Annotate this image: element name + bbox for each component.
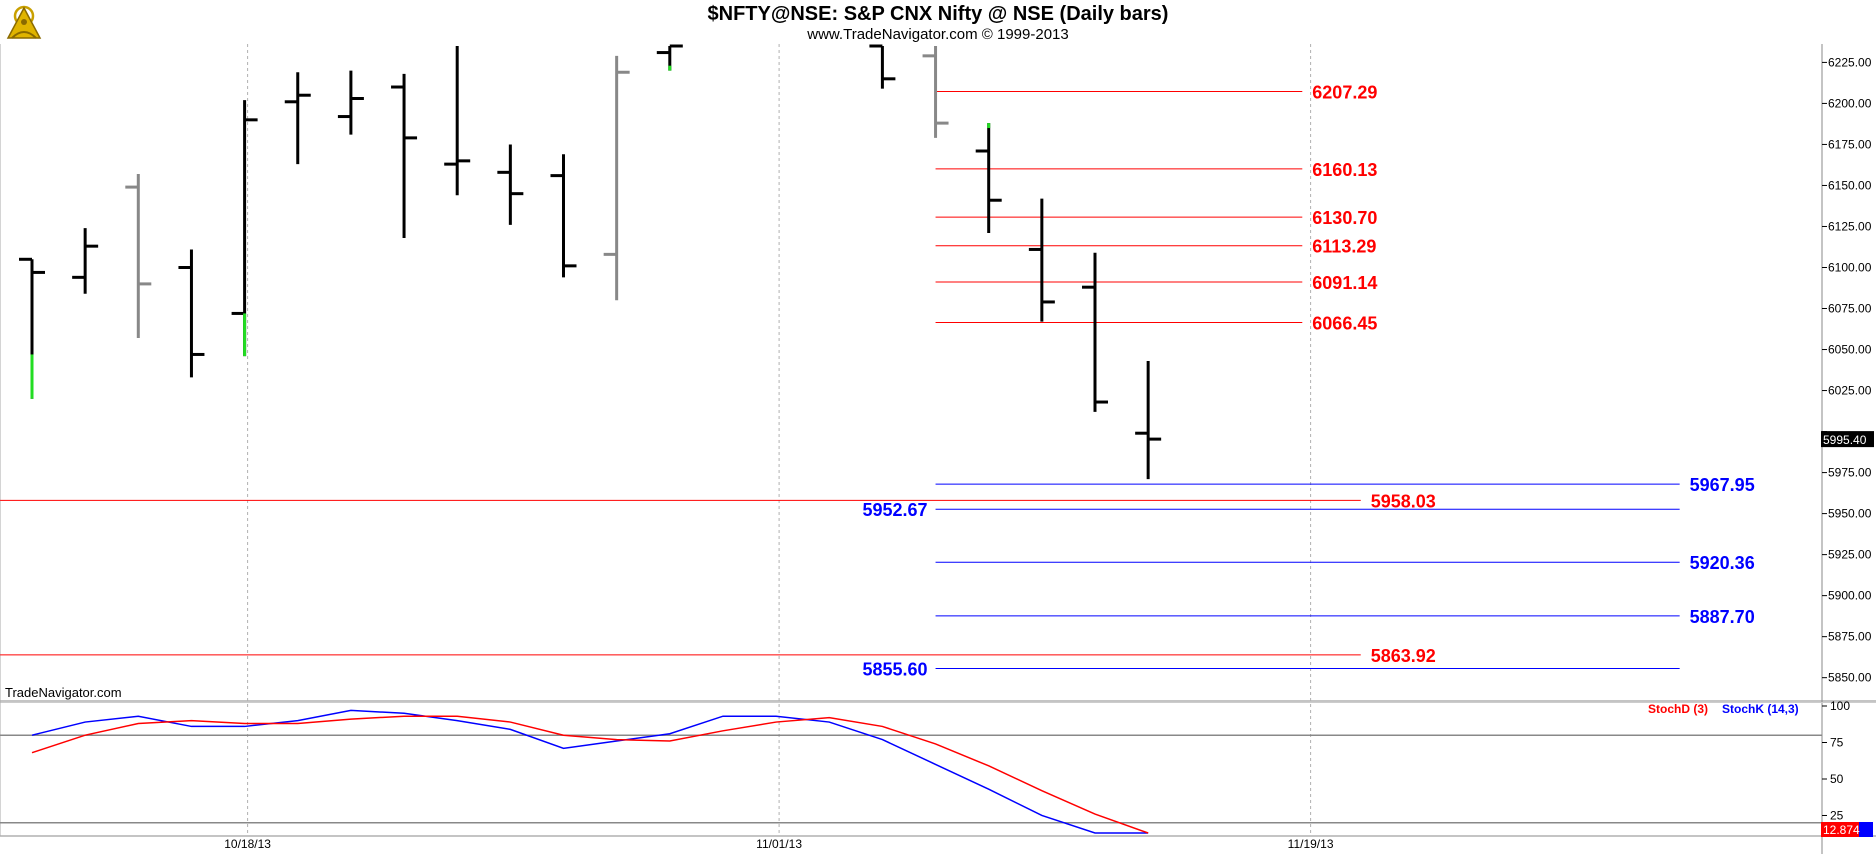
stoch-series-line — [31, 715, 1149, 834]
ohlc-bar — [284, 72, 311, 165]
level-label: 6113.29 — [1312, 237, 1376, 257]
level-label: 6160.13 — [1312, 160, 1377, 180]
stoch-last-value-box — [1821, 822, 1861, 837]
ohlc-bar — [1135, 361, 1162, 480]
price-tick-label: 6225.00 — [1828, 55, 1872, 69]
stoch-tick-label: 25 — [1830, 808, 1844, 822]
ohlc-bar — [497, 144, 524, 225]
price-tick-label: 5875.00 — [1828, 630, 1872, 644]
ohlc-bar — [869, 44, 896, 89]
level-label: 5863.92 — [1371, 646, 1436, 666]
grid-lines — [0, 44, 1876, 854]
last-price-label: 5995.40 — [1823, 433, 1867, 447]
chart-title: $NFTY@NSE: S&P CNX Nifty @ NSE (Daily ba… — [707, 3, 1169, 25]
price-tick-label: 5850.00 — [1828, 671, 1872, 685]
ohlc-bar — [550, 154, 577, 278]
stoch-legend-entry: StochK (14,3) — [1722, 702, 1799, 716]
level-label: 5887.70 — [1690, 607, 1755, 627]
price-tick-label: 6200.00 — [1828, 96, 1872, 110]
sextant-logo-icon — [6, 5, 42, 39]
level-label: 6066.45 — [1312, 314, 1377, 334]
stoch-tick-label: 50 — [1830, 772, 1844, 786]
level-label: 5958.03 — [1371, 491, 1436, 511]
level-label: 6130.70 — [1312, 208, 1377, 228]
ohlc-bar — [178, 249, 205, 378]
stoch-legend-entry: StochD (3) — [1648, 702, 1708, 716]
price-tick-label: 6050.00 — [1828, 343, 1872, 357]
level-label: 5920.36 — [1690, 553, 1755, 573]
level-label: 5967.95 — [1690, 475, 1755, 495]
ohlc-bar — [922, 46, 949, 138]
date-tick-label: 10/18/13 — [224, 837, 271, 851]
ohlc-bar — [19, 257, 45, 399]
chart-subtitle: www.TradeNavigator.com © 1999-2013 — [807, 26, 1069, 43]
level-label: 5855.60 — [862, 659, 927, 679]
stochastic-panel: 25 50 75 100 StochD (3) StochK (14,3) 12.874 — [0, 699, 1873, 837]
level-label: 6091.14 — [1312, 273, 1377, 293]
stoch-last-value-box-blue — [1859, 822, 1873, 837]
ohlc-bar — [337, 70, 364, 135]
date-axis: 10/18/13 11/01/13 11/19/13 — [224, 837, 1334, 851]
ohlc-bar — [125, 173, 152, 339]
ohlc-bar — [231, 100, 258, 357]
level-label: 5952.67 — [862, 500, 927, 520]
price-tick-label: 5950.00 — [1828, 507, 1872, 521]
price-tick-label: 6125.00 — [1828, 219, 1872, 233]
price-tick-label: 6025.00 — [1828, 384, 1872, 398]
stoch-series-line — [31, 709, 1149, 834]
ohlc-bar — [72, 228, 99, 294]
stoch-last-value-label: 12.874 — [1823, 823, 1860, 837]
level-lines: 6207.29 6160.13 6130.70 6113.29 6091.14 6066.… — [0, 82, 1755, 679]
ohlc-bar — [391, 73, 418, 238]
price-tick-label: 6100.00 — [1828, 260, 1872, 274]
last-price-box — [1821, 431, 1874, 448]
level-label: 6207.29 — [1312, 82, 1377, 102]
stoch-tick-label: 75 — [1830, 735, 1844, 749]
ohlc-bar — [975, 123, 1002, 234]
ohlc-bar — [656, 44, 683, 71]
ohlc-bars — [19, 44, 1162, 480]
ohlc-bar — [1028, 198, 1055, 322]
ohlc-bar — [444, 46, 471, 196]
price-tick-label: 5975.00 — [1828, 466, 1872, 480]
watermark-text: TradeNavigator.com — [5, 685, 122, 700]
price-tick-label: 6175.00 — [1828, 137, 1872, 151]
price-axis: 5850.00 5875.00 5900.00 5925.00 5950.00 5975.… — [1821, 55, 1874, 685]
price-tick-label: 5925.00 — [1828, 548, 1872, 562]
ohlc-bar — [603, 55, 630, 301]
price-tick-label: 6150.00 — [1828, 178, 1872, 192]
date-tick-label: 11/01/13 — [756, 837, 802, 851]
ohlc-bar — [1082, 252, 1108, 412]
price-tick-label: 6075.00 — [1828, 302, 1872, 316]
stoch-tick-label: 100 — [1830, 699, 1850, 713]
price-tick-label: 5900.00 — [1828, 589, 1872, 603]
date-tick-label: 11/19/13 — [1288, 837, 1334, 851]
